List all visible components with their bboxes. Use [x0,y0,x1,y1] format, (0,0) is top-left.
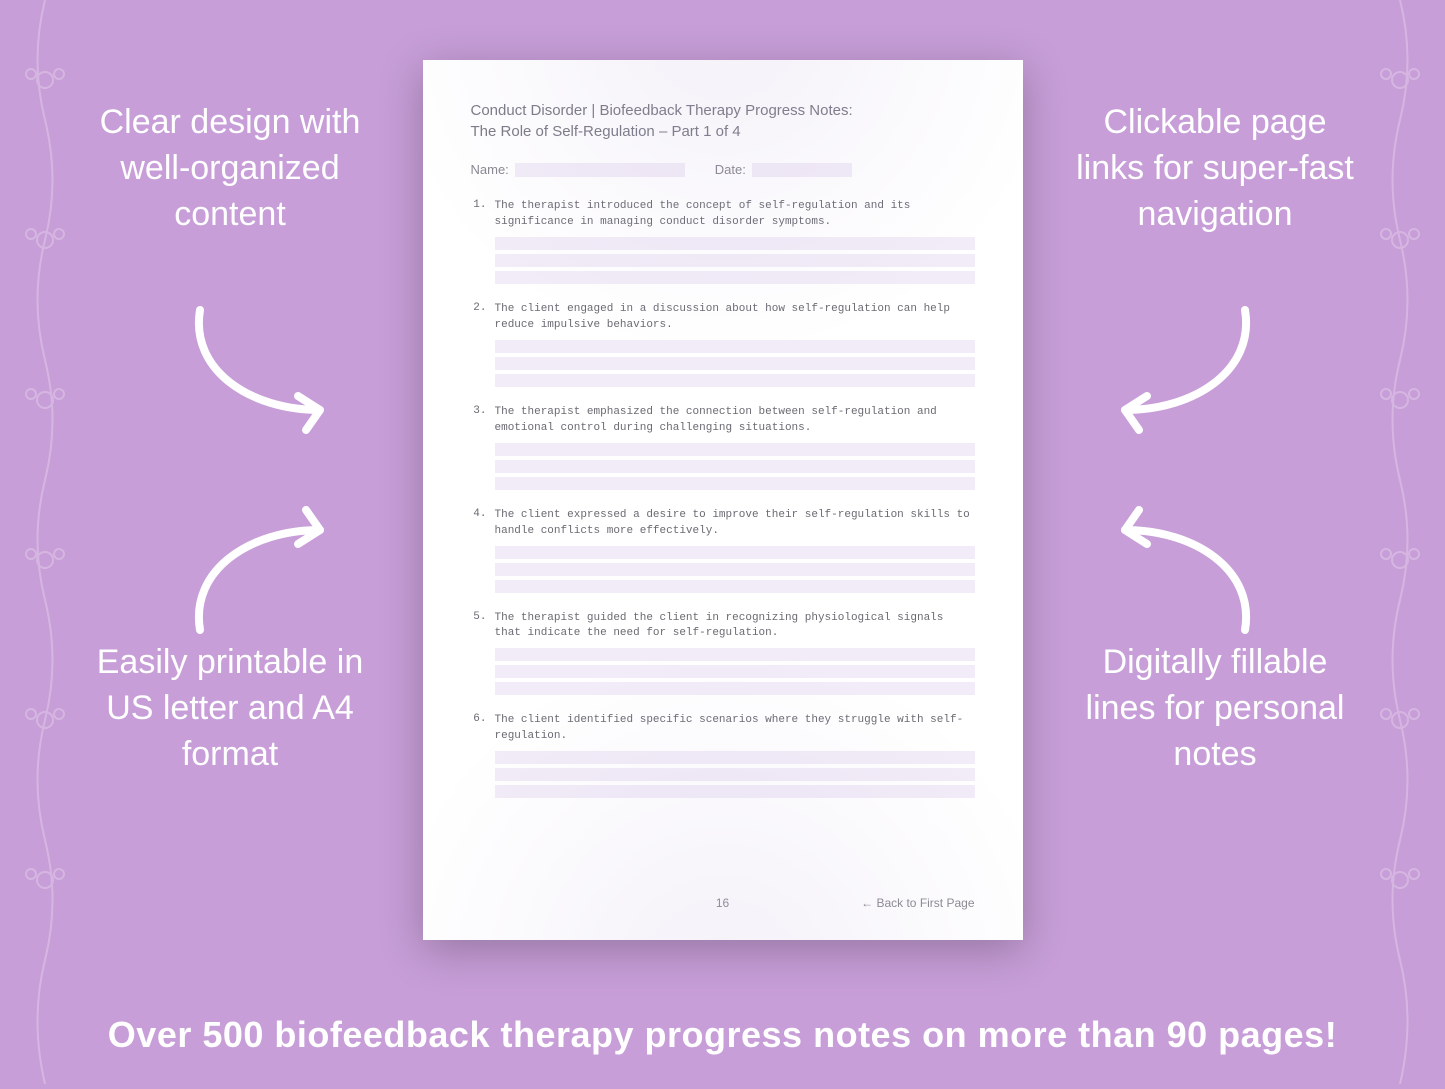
list-item: 3. The therapist emphasized the connecti… [471,405,975,437]
name-date-row: Name: Date: [471,162,975,177]
item-text: The therapist introduced the concept of … [495,199,975,231]
fill-lines[interactable] [495,237,975,284]
callout-bottom-right: Digitally fillable lines for personal no… [1075,640,1355,778]
list-item: 2. The client engaged in a discussion ab… [471,302,975,334]
list-item: 1. The therapist introduced the concept … [471,199,975,231]
name-label: Name: [471,162,509,177]
item-number: 1. [471,199,487,231]
fill-lines[interactable] [495,648,975,695]
item-number: 3. [471,405,487,437]
page-title-line1: Conduct Disorder | Biofeedback Therapy P… [471,102,975,119]
floral-border-right [1355,0,1445,1084]
bottom-banner: Over 500 biofeedback therapy progress no… [0,1014,1445,1056]
items-list: 1. The therapist introduced the concept … [471,199,975,888]
fill-lines[interactable] [495,751,975,798]
item-text: The client expressed a desire to improve… [495,508,975,540]
item-text: The client engaged in a discussion about… [495,302,975,334]
page-title-line2: The Role of Self-Regulation – Part 1 of … [471,123,975,140]
fill-lines[interactable] [495,443,975,490]
item-number: 4. [471,508,487,540]
arrow-top-right [1095,300,1275,440]
arrow-top-left [170,300,350,440]
date-fill-line[interactable] [752,163,852,177]
fill-lines[interactable] [495,546,975,593]
list-item: 4. The client expressed a desire to impr… [471,508,975,540]
document-page: Conduct Disorder | Biofeedback Therapy P… [423,60,1023,940]
callout-top-left: Clear design with well-organized content [90,100,370,238]
list-item: 6. The client identified specific scenar… [471,713,975,745]
fill-lines[interactable] [495,340,975,387]
item-text: The client identified specific scenarios… [495,713,975,745]
callout-bottom-left: Easily printable in US letter and A4 for… [90,640,370,778]
item-number: 5. [471,611,487,643]
item-text: The therapist emphasized the connection … [495,405,975,437]
list-item: 5. The therapist guided the client in re… [471,611,975,643]
name-fill-line[interactable] [515,163,685,177]
callout-top-right: Clickable page links for super-fast navi… [1075,100,1355,238]
arrow-bottom-right [1095,500,1275,640]
arrow-bottom-left [170,500,350,640]
floral-border-left [0,0,90,1084]
item-text: The therapist guided the client in recog… [495,611,975,643]
item-number: 2. [471,302,487,334]
page-number: 16 [639,896,807,910]
back-to-first-link[interactable]: ← Back to First Page [807,896,975,910]
date-label: Date: [715,162,746,177]
page-footer: 16 ← Back to First Page [471,888,975,910]
item-number: 6. [471,713,487,745]
